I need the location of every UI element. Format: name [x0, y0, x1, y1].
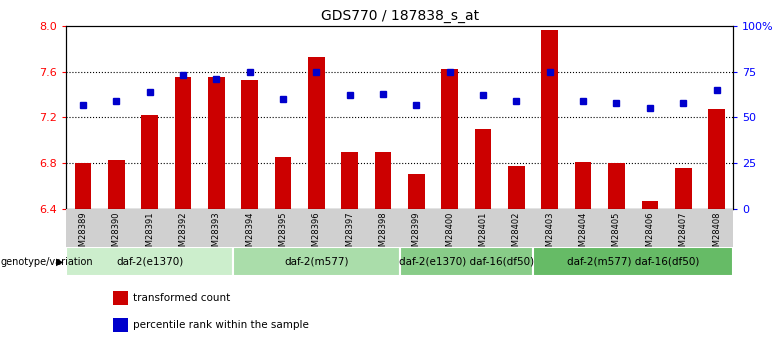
Text: GSM28397: GSM28397 — [346, 212, 354, 257]
Text: genotype/variation: genotype/variation — [1, 257, 94, 266]
Text: GSM28392: GSM28392 — [179, 212, 187, 257]
Bar — [441, 69, 458, 209]
Text: GSM28393: GSM28393 — [212, 212, 221, 257]
FancyBboxPatch shape — [533, 247, 733, 276]
Text: GSM28401: GSM28401 — [479, 212, 488, 257]
Text: GSM28398: GSM28398 — [378, 212, 388, 257]
Text: daf-2(m577): daf-2(m577) — [284, 256, 349, 266]
Text: GSM28390: GSM28390 — [112, 212, 121, 257]
Text: GSM28403: GSM28403 — [545, 212, 555, 257]
Text: GSM28407: GSM28407 — [679, 212, 688, 257]
Bar — [608, 163, 625, 209]
Bar — [675, 168, 692, 209]
Text: GSM28391: GSM28391 — [145, 212, 154, 257]
Bar — [408, 175, 425, 209]
Text: GSM28405: GSM28405 — [612, 212, 621, 257]
Text: daf-2(e1370) daf-16(df50): daf-2(e1370) daf-16(df50) — [399, 256, 534, 266]
Bar — [475, 129, 491, 209]
Bar — [241, 80, 258, 209]
Text: ▶: ▶ — [56, 257, 64, 266]
Bar — [374, 151, 392, 209]
Bar — [342, 151, 358, 209]
Bar — [208, 77, 225, 209]
Bar — [308, 57, 324, 209]
FancyBboxPatch shape — [66, 247, 233, 276]
Text: GSM28394: GSM28394 — [245, 212, 254, 257]
Bar — [141, 115, 158, 209]
Bar — [541, 30, 558, 209]
Bar — [113, 292, 128, 305]
Bar — [108, 160, 125, 209]
Text: GSM28400: GSM28400 — [445, 212, 454, 257]
Text: GSM28406: GSM28406 — [645, 212, 654, 257]
Bar — [275, 157, 292, 209]
Text: GSM28396: GSM28396 — [312, 212, 321, 257]
FancyBboxPatch shape — [399, 247, 533, 276]
Title: GDS770 / 187838_s_at: GDS770 / 187838_s_at — [321, 9, 479, 23]
Text: GSM28399: GSM28399 — [412, 212, 421, 257]
Text: GSM28404: GSM28404 — [579, 212, 587, 257]
Text: GSM28408: GSM28408 — [712, 212, 721, 257]
Text: transformed count: transformed count — [133, 293, 230, 303]
Text: GSM28389: GSM28389 — [79, 212, 87, 257]
Text: daf-2(e1370): daf-2(e1370) — [116, 256, 183, 266]
Text: daf-2(m577) daf-16(df50): daf-2(m577) daf-16(df50) — [567, 256, 700, 266]
FancyBboxPatch shape — [233, 247, 399, 276]
Text: GSM28395: GSM28395 — [278, 212, 288, 257]
Text: GSM28402: GSM28402 — [512, 212, 521, 257]
Bar — [575, 162, 591, 209]
Bar — [508, 166, 525, 209]
Text: percentile rank within the sample: percentile rank within the sample — [133, 320, 309, 330]
Bar — [75, 163, 91, 209]
Bar — [708, 109, 725, 209]
Bar — [175, 77, 191, 209]
Bar — [113, 318, 128, 332]
Bar — [641, 201, 658, 209]
